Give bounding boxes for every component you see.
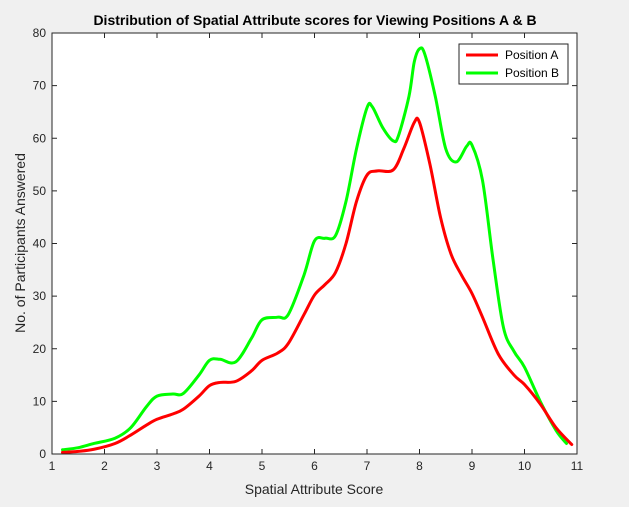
chart-title: Distribution of Spatial Attribute scores… [93,12,536,28]
y-tick-label: 10 [33,394,47,408]
y-tick-label: 20 [33,342,47,356]
legend-box [458,43,569,85]
x-tick-label: 6 [311,459,318,473]
y-tick-label: 30 [33,289,47,303]
series-line-position-b [61,46,568,452]
x-tick-label: 8 [416,459,423,473]
series-line-position-a [61,116,574,454]
y-tick-label: 80 [33,26,47,40]
y-tick-label: 50 [33,184,47,198]
x-tick-label: 10 [518,459,532,473]
y-tick-label: 0 [39,447,46,461]
x-tick-label: 4 [206,459,213,473]
legend-label-position-b: Position B [505,66,559,80]
plot-area [51,32,578,455]
y-tick-label: 40 [33,237,47,251]
y-tick-label: 60 [33,131,47,145]
y-tick-label: 70 [33,79,47,93]
x-tick-label: 2 [101,459,108,473]
legend: Position A Position B [458,43,569,85]
x-axis-title: Spatial Attribute Score [245,481,384,497]
legend-label-position-a: Position A [505,48,558,62]
x-tick-label: 7 [364,459,371,473]
x-tick-label: 11 [571,459,584,473]
axes-box [51,32,578,455]
x-tick-label: 3 [154,459,161,473]
x-tick-label: 1 [49,459,56,473]
y-axis-title: No. of Participants Answered [12,153,28,333]
x-tick-label: 9 [469,459,476,473]
x-tick-label: 5 [259,459,266,473]
